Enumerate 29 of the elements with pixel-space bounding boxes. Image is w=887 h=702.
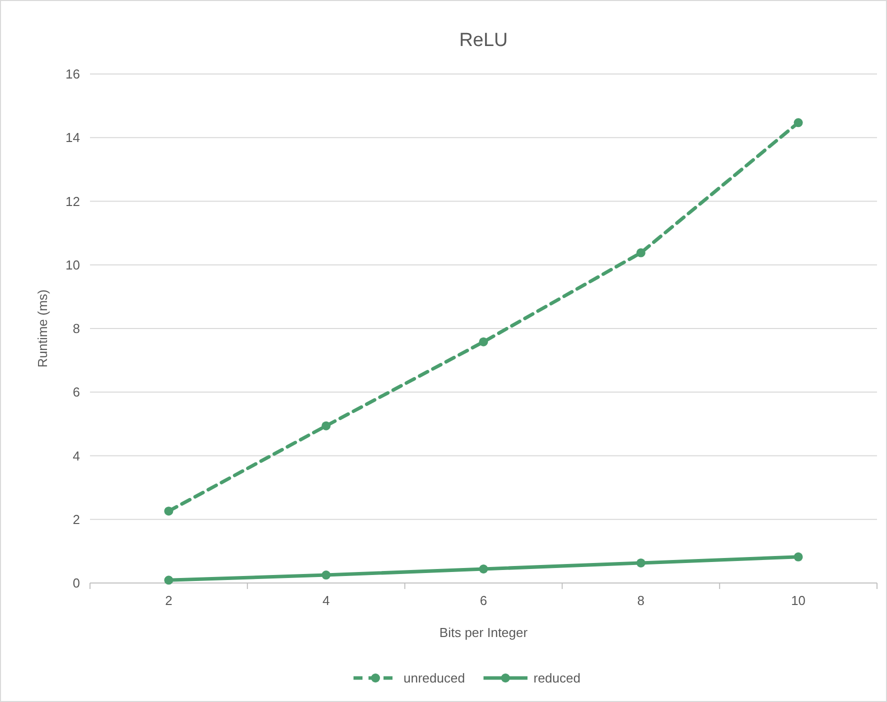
x-tick-label: 2: [165, 593, 172, 608]
legend-label: reduced: [534, 670, 580, 686]
y-tick-label: 14: [66, 130, 80, 146]
y-tick-label: 2: [72, 512, 80, 527]
point: [322, 570, 331, 580]
point: [322, 421, 331, 430]
point: [164, 506, 174, 516]
y-tick-label: 4: [72, 448, 80, 464]
point: [636, 558, 646, 568]
chart-title: ReLU: [459, 30, 508, 51]
point: [636, 248, 646, 258]
y-tick-label: 6: [72, 384, 80, 400]
y-tick-label: 0: [72, 576, 80, 591]
point: [479, 564, 488, 574]
x-tick-label: 4: [322, 593, 330, 608]
x-tick-label: 10: [791, 593, 806, 608]
y-tick-label: 10: [66, 257, 80, 272]
point: [479, 337, 488, 346]
x-axis-title: Bits per Integer: [439, 625, 528, 640]
y-tick-label: 12: [66, 194, 80, 209]
legend-label: unreduced: [404, 670, 465, 686]
y-axis-title: Runtime (ms): [35, 289, 50, 368]
point: [164, 576, 174, 585]
x-tick-label: 6: [480, 593, 488, 608]
x-tick-label: 8: [637, 593, 645, 608]
point: [794, 118, 803, 128]
point: [794, 552, 803, 562]
y-tick-label: 16: [66, 66, 80, 82]
y-tick-label: 8: [72, 321, 80, 336]
